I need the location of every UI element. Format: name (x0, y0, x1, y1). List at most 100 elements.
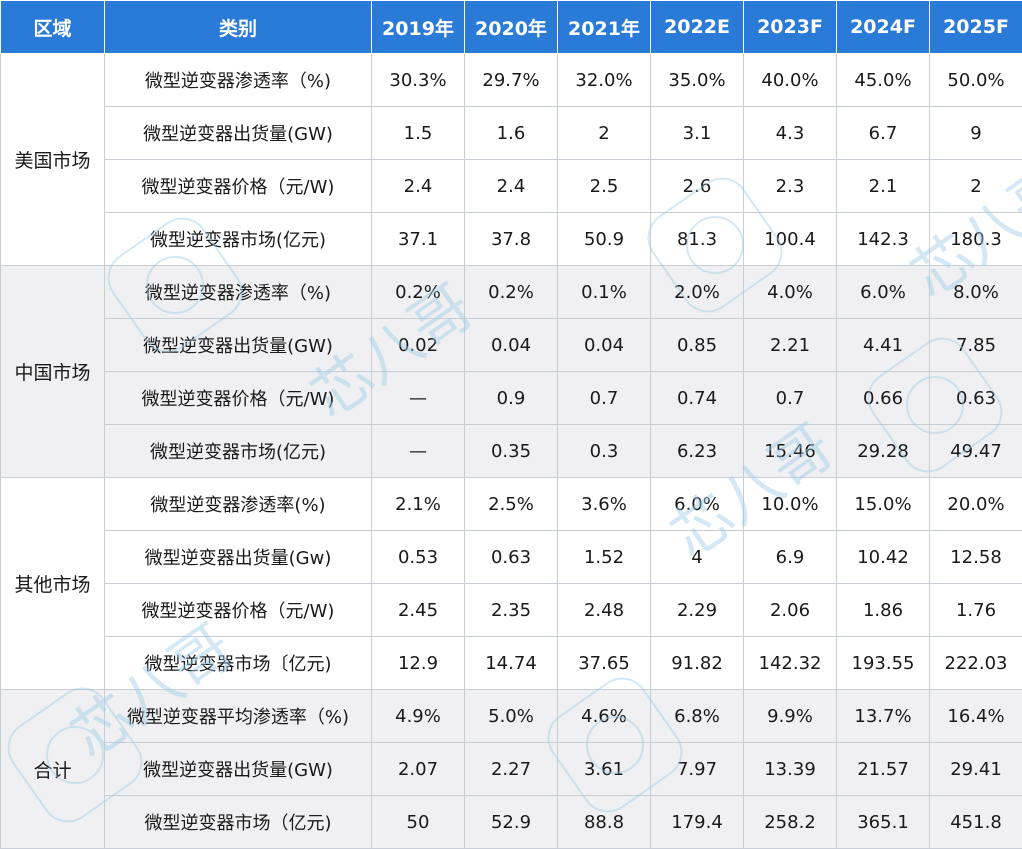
value-cell: 2.27 (464, 742, 558, 796)
category-cell: 微型逆变器价格（元/W) (104, 583, 372, 637)
value-cell: 6.7 (836, 106, 930, 160)
category-cell: 微型逆变器市场〔亿元) (104, 636, 372, 690)
table-row: 微型逆变器出货量(GW) 2.07 2.27 3.61 7.97 13.39 21.57 29… (1, 742, 1022, 796)
value-cell: 6.8% (650, 689, 744, 743)
value-cell: 0.02 (371, 318, 465, 372)
value-cell: 3.6% (557, 477, 651, 531)
value-cell: 0.2% (464, 265, 558, 319)
value-cell: 2.29 (650, 583, 744, 637)
header-row: 区域 类别 2019年 2020年 2021年 2022E 2023F 2024… (0, 0, 1022, 54)
value-cell: 0.35 (464, 424, 558, 478)
table-row: 微型逆变器出货量(GW) 1.5 1.6 2 3.1 4.3 6.7 9 (1, 106, 1022, 160)
header-2024f: 2024F (836, 0, 930, 54)
value-cell: 20.0% (929, 477, 1022, 531)
value-cell: 2.4 (371, 159, 465, 213)
value-cell: 179.4 (650, 795, 744, 849)
value-cell: 12.9 (371, 636, 465, 690)
category-cell: 微型逆变器出货量(GW) (104, 318, 372, 372)
table-row: 微型逆变器出货量(Gw) 0.53 0.63 1.52 4 6.9 10.42 12.58 (1, 530, 1022, 584)
value-cell: 2.5 (557, 159, 651, 213)
region-cell: 其他市场 (0, 477, 105, 690)
value-cell: 2.45 (371, 583, 465, 637)
value-cell: 0.3 (557, 424, 651, 478)
category-cell: 微型逆变器价格（元/W) (104, 159, 372, 213)
value-cell: 4.41 (836, 318, 930, 372)
value-cell: 52.9 (464, 795, 558, 849)
value-cell: 5.0% (464, 689, 558, 743)
value-cell: 12.58 (929, 530, 1022, 584)
value-cell: 2.4 (464, 159, 558, 213)
value-cell: 91.82 (650, 636, 744, 690)
value-cell: 16.4% (929, 689, 1022, 743)
table-row: 美国市场 微型逆变器渗透率（%) 30.3% 29.7% 32.0% 35.0% 40.0%… (0, 53, 1022, 266)
value-cell: 29.7% (464, 53, 558, 107)
value-cell: 50.9 (557, 212, 651, 266)
category-cell: 微型逆变器出货量(Gw) (104, 530, 372, 584)
value-cell: 50.0% (929, 53, 1022, 107)
header-2023f: 2023F (743, 0, 837, 54)
value-cell: 100.4 (743, 212, 837, 266)
value-cell: 7.97 (650, 742, 744, 796)
value-cell: 45.0% (836, 53, 930, 107)
value-cell: 2.07 (371, 742, 465, 796)
value-cell: 0.53 (371, 530, 465, 584)
table-row: 微型逆变器市场(亿元) 37.1 37.8 50.9 81.3 100.4 142.3 180… (1, 212, 1022, 266)
value-cell: 10.42 (836, 530, 930, 584)
value-cell: — (371, 424, 465, 478)
value-cell: 29.41 (929, 742, 1022, 796)
value-cell: 2.1% (371, 477, 465, 531)
value-cell: 3.1 (650, 106, 744, 160)
value-cell: 2 (929, 159, 1022, 213)
value-cell: 6.0% (650, 477, 744, 531)
value-cell: 222.03 (929, 636, 1022, 690)
table-row: 微型逆变器价格（元/W) 2.45 2.35 2.48 2.29 2.06 1.86 1.76 (1, 583, 1022, 637)
value-cell: 2.5% (464, 477, 558, 531)
value-cell: 3.61 (557, 742, 651, 796)
value-cell: 365.1 (836, 795, 930, 849)
value-cell: 6.9 (743, 530, 837, 584)
value-cell: 2.6 (650, 159, 744, 213)
table-row: 微型逆变器市场〔亿元) 12.9 14.74 37.65 91.82 142.32 193.… (1, 636, 1022, 690)
value-cell: 21.57 (836, 742, 930, 796)
value-cell: 29.28 (836, 424, 930, 478)
value-cell: 13.39 (743, 742, 837, 796)
value-cell: 35.0% (650, 53, 744, 107)
value-cell: 1.5 (371, 106, 465, 160)
value-cell: 6.0% (836, 265, 930, 319)
value-cell: 14.74 (464, 636, 558, 690)
value-cell: 0.85 (650, 318, 744, 372)
value-cell: 0.7 (743, 371, 837, 425)
value-cell: 1.52 (557, 530, 651, 584)
value-cell: 2.35 (464, 583, 558, 637)
value-cell: 50 (371, 795, 465, 849)
table-row: 微型逆变器价格（元/W) 2.4 2.4 2.5 2.6 2.3 2.1 2 (1, 159, 1022, 213)
category-cell: 微型逆变器渗透率（%) (104, 53, 372, 107)
value-cell: — (371, 371, 465, 425)
category-cell: 微型逆变器市场（亿元) (104, 795, 372, 849)
table-row: 微型逆变器市场（亿元) 50 52.9 88.8 179.4 258.2 365.1 451.… (1, 795, 1022, 849)
table-row: 合计 微型逆变器平均渗透率（%) 4.9% 5.0% 4.6% 6.8% 9.9% 13.7%… (0, 689, 1022, 849)
value-cell: 9.9% (743, 689, 837, 743)
category-cell: 微型逆变器出货量(GW) (104, 106, 372, 160)
table-body: 美国市场 微型逆变器渗透率（%) 30.3% 29.7% 32.0% 35.0% 40.0%… (0, 53, 1022, 849)
value-cell: 40.0% (743, 53, 837, 107)
category-cell: 微型逆变器渗透率（%) (104, 265, 372, 319)
value-cell: 0.63 (929, 371, 1022, 425)
category-cell: 微型逆变器市场(亿元) (104, 212, 372, 266)
value-cell: 2.21 (743, 318, 837, 372)
value-cell: 1.6 (464, 106, 558, 160)
category-cell: 微型逆变器出货量(GW) (104, 742, 372, 796)
value-cell: 180.3 (929, 212, 1022, 266)
header-2025f: 2025F (929, 0, 1022, 54)
value-cell: 0.04 (464, 318, 558, 372)
value-cell: 2.06 (743, 583, 837, 637)
value-cell: 0.74 (650, 371, 744, 425)
value-cell: 10.0% (743, 477, 837, 531)
value-cell: 9 (929, 106, 1022, 160)
header-2021: 2021年 (557, 0, 651, 54)
value-cell: 15.0% (836, 477, 930, 531)
region-cell: 美国市场 (0, 53, 105, 266)
value-cell: 32.0% (557, 53, 651, 107)
value-cell: 8.0% (929, 265, 1022, 319)
value-cell: 142.32 (743, 636, 837, 690)
